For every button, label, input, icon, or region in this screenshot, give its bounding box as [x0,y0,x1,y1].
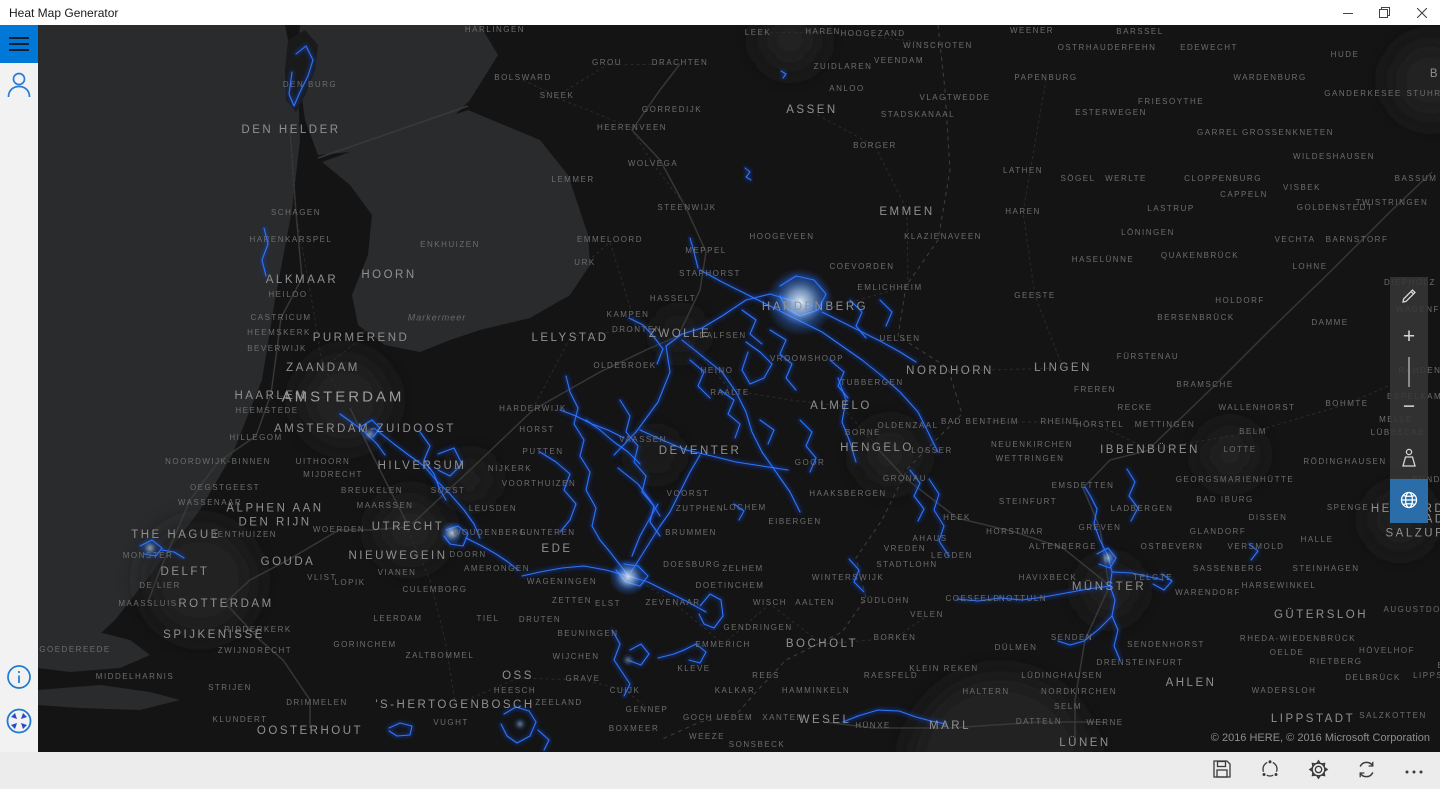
streetside-button[interactable] [1390,439,1428,479]
close-icon [1416,7,1427,18]
road-layer [147,31,1433,742]
close-button[interactable] [1403,0,1440,25]
country-border-layer [659,24,963,741]
heatmap-hotspots-layer [141,268,1119,731]
nav-sidebar [0,25,38,752]
account-button[interactable] [0,63,38,107]
water-layer [38,25,590,710]
restore-button[interactable] [1366,0,1403,25]
app-title: Heat Map Generator [9,5,119,20]
pegman-icon [1400,448,1418,471]
refresh-icon [1356,759,1377,783]
settings-button[interactable] [1294,752,1342,789]
user-icon [6,70,32,101]
refresh-button[interactable] [1342,752,1390,789]
share-button[interactable] [1246,752,1294,789]
title-bar: Heat Map Generator [0,0,1440,25]
slider-track [1408,357,1410,387]
info-button[interactable] [0,656,38,700]
minimize-button[interactable] [1329,0,1366,25]
restore-icon [1379,7,1390,18]
command-bar [0,752,1440,789]
zoom-slider[interactable] [1390,355,1428,389]
fit-view-button[interactable] [0,700,38,744]
gear-icon [1308,759,1329,783]
hamburger-icon [9,37,29,39]
minus-icon: − [1402,394,1416,418]
ellipsis-icon [1405,763,1423,778]
map-toolbar: + − [1390,277,1428,523]
fit-view-icon [5,707,33,738]
zoom-out-button[interactable]: − [1390,389,1428,423]
zoom-in-button[interactable]: + [1390,317,1428,355]
menu-button[interactable] [0,25,38,63]
minimize-icon [1342,8,1353,18]
plus-icon: + [1402,324,1416,348]
pencil-icon [1400,287,1418,308]
share-icon [1259,758,1281,783]
globe-icon [1399,490,1419,513]
save-button[interactable] [1198,752,1246,789]
more-button[interactable] [1390,752,1438,789]
info-icon [6,664,32,693]
map-views-button[interactable] [1390,479,1428,523]
tilt-button[interactable] [1390,277,1428,317]
window-controls [1329,0,1440,25]
map-attribution: © 2016 HERE, © 2016 Microsoft Corporatio… [1210,732,1430,744]
save-icon [1212,759,1232,782]
